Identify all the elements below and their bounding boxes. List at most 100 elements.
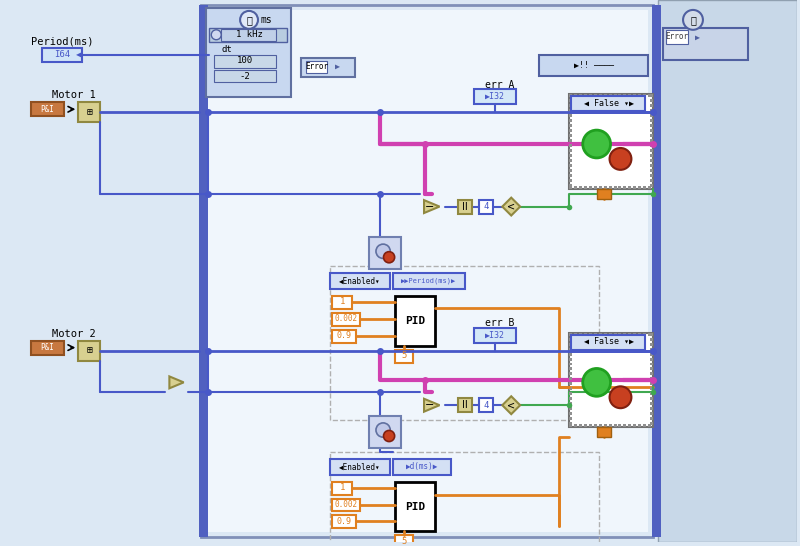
Bar xyxy=(571,96,646,111)
Text: 1: 1 xyxy=(340,483,345,492)
Bar xyxy=(569,94,654,189)
Text: ▶!! ————: ▶!! ———— xyxy=(574,61,614,70)
Polygon shape xyxy=(424,399,439,412)
Text: ▶I32: ▶I32 xyxy=(486,92,506,101)
Bar xyxy=(222,29,276,41)
Bar xyxy=(569,129,572,132)
Bar xyxy=(589,186,592,189)
Bar xyxy=(634,186,636,189)
Text: 100: 100 xyxy=(237,56,253,65)
Text: 1 kHz: 1 kHz xyxy=(236,30,262,39)
Polygon shape xyxy=(502,396,520,414)
Bar xyxy=(650,99,654,102)
Bar xyxy=(42,48,82,62)
Bar xyxy=(569,382,572,385)
Bar xyxy=(569,337,572,341)
Bar xyxy=(569,114,572,117)
Bar xyxy=(569,358,572,360)
Bar xyxy=(199,5,208,537)
Bar xyxy=(650,358,654,360)
Bar xyxy=(650,154,654,157)
Bar xyxy=(458,200,471,213)
Bar xyxy=(643,186,646,189)
Text: ▶▶Period(ms)▶: ▶▶Period(ms)▶ xyxy=(401,278,457,284)
Bar xyxy=(584,333,586,336)
Bar xyxy=(614,333,617,336)
Text: -2: -2 xyxy=(240,72,250,81)
Text: II: II xyxy=(462,400,467,410)
Text: ◀Enabled▾: ◀Enabled▾ xyxy=(339,277,381,286)
Bar xyxy=(634,333,636,336)
Bar xyxy=(650,94,654,97)
Bar xyxy=(202,5,654,537)
Bar xyxy=(574,424,577,427)
Bar xyxy=(650,422,654,425)
Bar xyxy=(210,55,286,68)
Text: ⏱: ⏱ xyxy=(246,15,252,25)
Bar xyxy=(650,333,654,336)
Bar xyxy=(395,535,413,546)
Bar xyxy=(569,393,572,395)
Text: P&I: P&I xyxy=(41,343,54,352)
Bar xyxy=(214,69,276,82)
Bar xyxy=(578,333,582,336)
Text: II: II xyxy=(462,201,467,212)
Circle shape xyxy=(376,423,390,437)
Circle shape xyxy=(240,11,258,29)
Bar xyxy=(609,94,611,97)
Bar xyxy=(569,353,572,355)
Bar xyxy=(650,367,654,370)
Text: 4: 4 xyxy=(484,401,489,410)
Bar xyxy=(78,341,100,360)
Bar xyxy=(569,363,572,365)
Bar xyxy=(395,296,434,346)
Bar xyxy=(571,335,646,349)
Polygon shape xyxy=(170,376,184,388)
Text: PID: PID xyxy=(405,502,425,512)
Bar xyxy=(569,397,572,400)
Bar xyxy=(569,94,572,97)
Bar xyxy=(569,174,572,177)
Bar xyxy=(597,189,610,199)
Bar xyxy=(333,330,356,343)
Bar xyxy=(652,5,662,537)
Circle shape xyxy=(610,387,631,408)
Bar xyxy=(603,94,606,97)
Text: I64: I64 xyxy=(54,50,70,59)
Bar xyxy=(210,28,286,41)
Bar xyxy=(650,104,654,107)
Bar xyxy=(594,424,597,427)
Bar xyxy=(574,94,577,97)
Bar xyxy=(598,333,602,336)
Bar xyxy=(569,119,572,122)
Bar xyxy=(78,102,100,122)
Bar xyxy=(578,94,582,97)
Bar xyxy=(333,482,352,495)
Bar xyxy=(569,367,572,370)
Bar xyxy=(210,69,286,84)
Bar xyxy=(638,424,642,427)
Text: ⏱: ⏱ xyxy=(690,15,696,25)
Bar xyxy=(650,164,654,167)
Circle shape xyxy=(582,369,610,396)
Text: 5: 5 xyxy=(402,351,406,360)
Bar xyxy=(330,273,390,289)
Text: 0.9: 0.9 xyxy=(337,517,352,526)
Text: ◀Enabled▾: ◀Enabled▾ xyxy=(339,462,381,471)
Bar xyxy=(650,139,654,142)
Text: ⊞: ⊞ xyxy=(86,346,92,355)
Bar xyxy=(598,186,602,189)
Bar xyxy=(648,333,651,336)
Bar xyxy=(634,424,636,427)
Bar xyxy=(539,55,648,76)
Bar xyxy=(650,363,654,365)
Bar xyxy=(623,186,626,189)
Text: err A: err A xyxy=(485,80,514,91)
Bar xyxy=(578,186,582,189)
Bar xyxy=(650,417,654,420)
Bar xyxy=(650,169,654,172)
Bar xyxy=(569,343,572,346)
Circle shape xyxy=(610,148,631,170)
Bar xyxy=(650,397,654,400)
Text: ▶: ▶ xyxy=(335,62,340,71)
